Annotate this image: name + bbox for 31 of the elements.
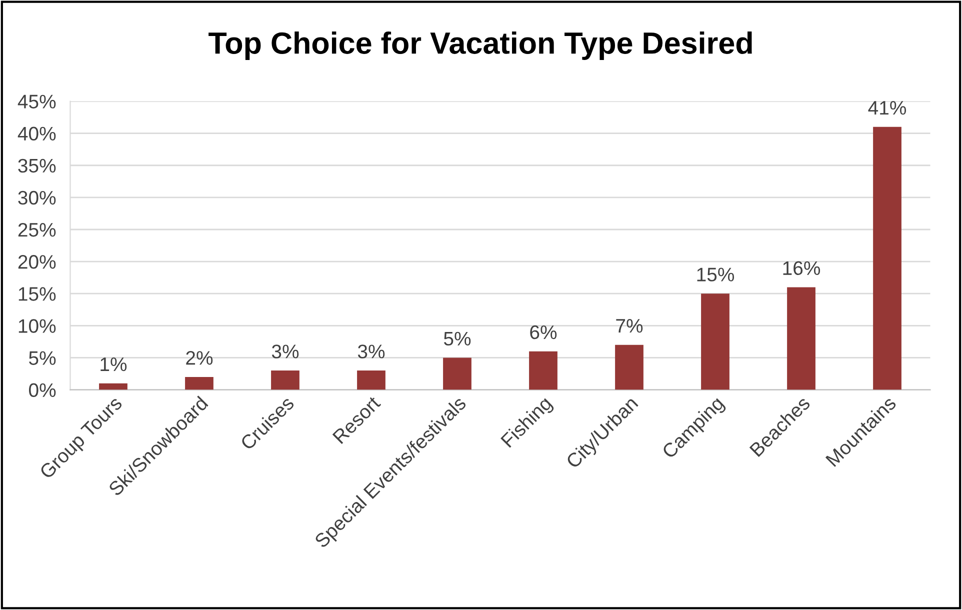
y-tick-label: 15% [18, 287, 56, 301]
y-tick-label: 35% [18, 158, 56, 173]
y-tick-label: 5% [29, 351, 56, 365]
y-tick-label: 30% [18, 190, 56, 205]
bar [615, 344, 644, 390]
y-tick-label: 45% [18, 94, 56, 108]
bar [787, 287, 816, 390]
data-label: 2% [186, 351, 213, 365]
data-label: 41% [868, 101, 906, 115]
y-tick-label: 20% [18, 255, 56, 269]
data-label: 5% [444, 332, 471, 346]
bar [99, 383, 128, 390]
data-label: 7% [616, 319, 643, 333]
bar [443, 358, 472, 390]
y-tick-label: 40% [18, 126, 56, 141]
data-label: 1% [100, 358, 127, 372]
y-tick-label: 10% [18, 319, 56, 333]
data-label: 16% [783, 261, 820, 276]
bar [185, 376, 214, 390]
data-label: 15% [697, 268, 734, 282]
data-label: 6% [530, 325, 557, 340]
bar [701, 294, 730, 390]
data-label: 3% [358, 344, 385, 358]
y-tick-label: 25% [18, 222, 56, 237]
y-tick-label: 0% [28, 383, 56, 398]
bar [529, 351, 558, 390]
bar [873, 126, 902, 390]
chart-title: Top Choice for Vacation Type Desired [208, 32, 752, 60]
bar [357, 370, 386, 390]
bar [271, 370, 300, 390]
data-label: 3% [272, 344, 299, 358]
